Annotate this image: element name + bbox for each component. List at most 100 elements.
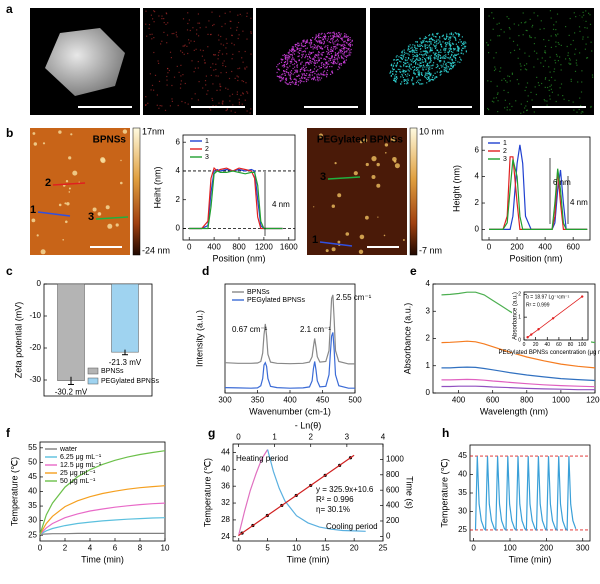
map-dot — [445, 47, 447, 49]
map-dot — [295, 80, 297, 82]
map-dot — [346, 51, 348, 53]
y2-axis-label: Time (s) — [405, 476, 415, 509]
map-dot — [428, 69, 430, 71]
map-dot — [183, 45, 185, 47]
map-dot — [220, 72, 222, 74]
map-dot — [284, 54, 287, 57]
map-dot — [418, 45, 420, 47]
map-dot — [304, 68, 306, 70]
map-dot — [242, 93, 244, 95]
map-dot — [299, 82, 301, 84]
map-dot — [463, 43, 465, 45]
map-dot — [459, 56, 461, 58]
map-dot — [449, 67, 451, 69]
map-dot — [329, 66, 331, 68]
series-line — [39, 450, 166, 535]
map-dot — [230, 110, 232, 112]
map-dot — [337, 36, 339, 38]
map-dot — [281, 79, 283, 81]
map-dot — [509, 80, 511, 82]
map-dot — [425, 77, 428, 79]
afm-label: BPNSs — [93, 135, 127, 146]
map-dot — [340, 52, 342, 54]
map-dot — [338, 52, 340, 54]
map-dot — [429, 68, 431, 70]
map-dot — [312, 70, 314, 73]
map-dot — [456, 53, 458, 56]
map-dot — [555, 41, 557, 43]
afm-speck — [65, 180, 69, 183]
map-dot — [432, 33, 434, 35]
map-dot — [447, 71, 449, 73]
map-dot — [227, 88, 229, 90]
map-dot — [402, 76, 404, 79]
map-dot — [334, 62, 336, 64]
map-dot — [424, 37, 427, 39]
afm-speck — [383, 234, 386, 237]
map-dot — [169, 51, 172, 53]
map-dot — [412, 78, 414, 80]
map-dot — [403, 79, 405, 81]
annotation: 4 nm — [272, 200, 290, 209]
map-dot — [314, 37, 317, 39]
map-dot — [417, 72, 419, 74]
map-dot — [410, 50, 412, 52]
x-axis-label: Position (nm) — [509, 253, 562, 263]
map-dot — [330, 73, 332, 75]
tick-label: 4 — [381, 433, 386, 442]
map-dot — [313, 57, 315, 59]
map-dot — [420, 51, 422, 53]
map-dot — [588, 12, 590, 14]
map-dot — [389, 72, 391, 74]
map-dot — [411, 79, 413, 81]
map-dot — [236, 29, 238, 31]
tick-label: 28 — [221, 515, 230, 524]
map-dot — [432, 52, 434, 54]
map-dot — [431, 49, 433, 51]
map-dot — [454, 37, 456, 39]
map-dot — [210, 66, 212, 68]
map-dot — [169, 105, 171, 107]
legend-label: 25 μg mL⁻¹ — [60, 470, 96, 477]
map-dot — [416, 57, 418, 60]
map-dot — [448, 51, 450, 53]
tick-label: 2 — [518, 292, 521, 298]
plot-frame — [481, 136, 591, 241]
map-dot — [302, 53, 304, 55]
map-dot — [276, 71, 278, 74]
map-dot — [215, 75, 217, 77]
map-dot — [285, 77, 287, 79]
map-dot — [217, 34, 220, 36]
map-dot — [464, 47, 466, 49]
map-dot — [572, 39, 574, 42]
map-dot — [326, 69, 329, 71]
map-dot — [343, 58, 345, 60]
map-dot — [223, 60, 225, 62]
map-dot — [512, 40, 515, 42]
map-dot — [282, 73, 284, 75]
map-dot — [341, 39, 343, 41]
map-dot — [421, 42, 423, 44]
plot-frame — [43, 283, 153, 397]
map-dot — [331, 55, 333, 57]
map-dot — [424, 46, 426, 48]
map-dot — [311, 61, 313, 63]
map-dot — [457, 61, 459, 63]
map-dot — [430, 48, 432, 51]
map-dot — [531, 26, 533, 28]
map-dot — [413, 50, 415, 52]
map-dot — [234, 111, 236, 113]
map-dot — [323, 40, 325, 43]
map-dot — [323, 51, 325, 53]
map-dot — [407, 47, 409, 49]
map-dot — [340, 50, 343, 52]
map-dot — [317, 69, 319, 71]
map-dot — [408, 58, 410, 60]
map-dot — [318, 34, 320, 36]
map-dot — [328, 36, 330, 38]
map-dot — [583, 14, 585, 16]
afm-speck — [36, 234, 39, 237]
map-dot — [449, 33, 451, 35]
map-dot — [448, 61, 450, 63]
